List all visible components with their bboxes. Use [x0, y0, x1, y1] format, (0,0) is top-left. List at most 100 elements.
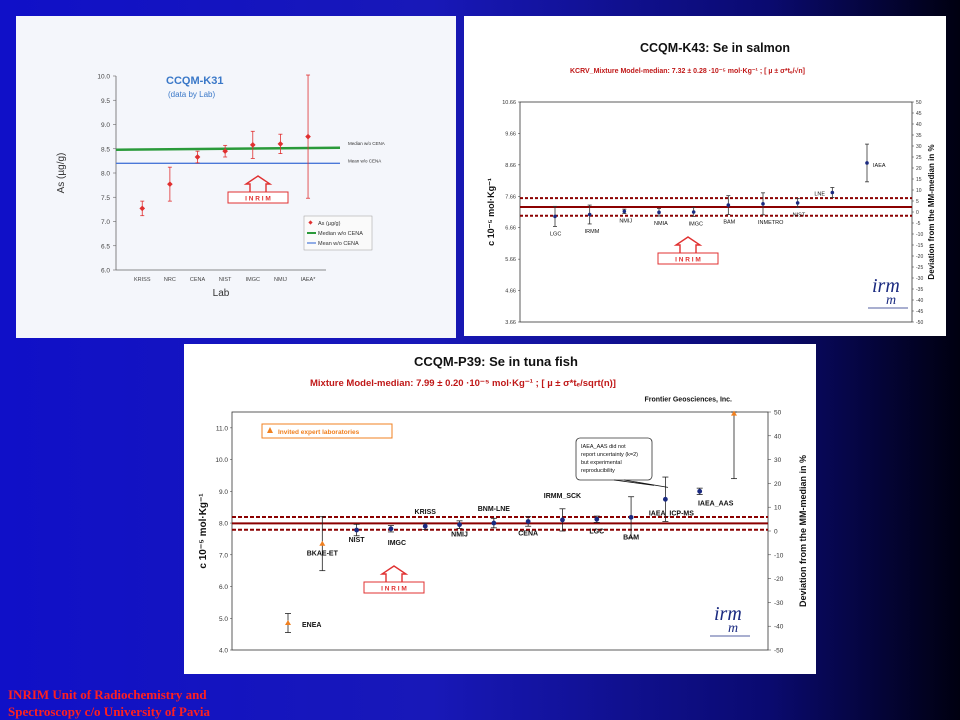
y2-tick-label: 20	[916, 166, 922, 172]
inrim-label: I N R I M	[245, 196, 271, 203]
x-tick-label: NMIJ	[274, 277, 287, 283]
y-tick-label: 8.66	[505, 163, 516, 169]
point-label: IMGC	[689, 221, 703, 227]
y2-tick-label: -5	[916, 221, 921, 227]
data-point	[594, 516, 600, 522]
y2-tick-label: 50	[774, 410, 782, 417]
chart-subtitle: KCRV_Mixture Model-median: 7.32 ± 0.28 ·…	[570, 67, 805, 75]
y-tick-label: 8.0	[219, 521, 228, 528]
legend-box	[261, 423, 393, 439]
y2-axis-label: Deviation from the MM-median in %	[927, 144, 936, 279]
data-point	[622, 209, 627, 214]
chart-ccqm-k43: CCQM-K43: Se in salmon KCRV_Mixture Model…	[486, 41, 936, 326]
y2-tick-label: -30	[774, 600, 784, 607]
point-label: LGC	[589, 528, 604, 535]
y2-tick-label: -10	[916, 232, 923, 238]
y-tick-label: 10.66	[502, 100, 516, 106]
data-point	[761, 202, 765, 206]
point-label: IRMM_SCK	[544, 493, 581, 500]
point-label: LGC	[550, 231, 561, 237]
legend-box	[303, 215, 373, 251]
y-tick-label: 8.5	[101, 146, 110, 153]
inrim-arrow-icon	[243, 175, 273, 192]
point-label: BAM	[723, 220, 735, 226]
data-point	[249, 142, 256, 148]
chart-ccqm-p39: CCQM-P39: Se in tuna fish Mixture Model-m…	[198, 354, 808, 655]
legend-label: Mean w/o CENA	[318, 241, 359, 247]
y-tick-label: 11.0	[216, 425, 229, 432]
point-label: IMGC	[388, 540, 406, 547]
point-label: ENEA	[302, 622, 321, 629]
point-label: INMETRO	[758, 220, 784, 226]
y2-tick-label: -30	[916, 276, 923, 282]
plot-area	[519, 101, 913, 323]
y-tick-label: 9.0	[101, 122, 110, 129]
x-tick-label: KRISS	[134, 277, 151, 283]
y2-tick-label: 40	[916, 122, 922, 128]
legend-marker	[308, 220, 313, 225]
data-point	[628, 514, 634, 520]
median-label: Median w/o CENA	[348, 141, 385, 146]
y-tick-label: 8.0	[101, 171, 110, 178]
chart-subtitle: (data by Lab)	[168, 90, 215, 99]
median-line	[115, 146, 341, 151]
data-point	[731, 410, 737, 416]
y-tick-label: 3.66	[505, 320, 516, 326]
inrim-arrow-icon	[379, 565, 409, 582]
y-tick-label: 5.0	[219, 616, 228, 623]
y-tick-label: 7.0	[101, 219, 110, 226]
annotation-text: report uncertainty (k=2)	[581, 452, 638, 458]
y2-tick-label: 15	[916, 177, 922, 183]
inrim-box	[657, 252, 719, 265]
data-point	[657, 210, 661, 215]
point-label: IAEA_ICP-MS	[649, 510, 694, 517]
chart-title: CCQM-K43: Se in salmon	[640, 41, 790, 55]
data-point	[457, 522, 462, 528]
y2-tick-label: 45	[916, 111, 922, 117]
y2-tick-label: -20	[774, 576, 784, 583]
data-point	[194, 154, 201, 160]
data-point	[830, 190, 835, 195]
y-tick-label: 4.0	[219, 648, 228, 655]
data-point	[305, 133, 311, 140]
point-label: NMIJ	[619, 219, 632, 225]
x-tick-label: IMGC	[246, 277, 260, 283]
y2-tick-label: 20	[774, 481, 782, 488]
y2-tick-label: 0	[916, 210, 919, 216]
y2-tick-label: 10	[774, 505, 782, 512]
y-tick-label: 6.0	[219, 584, 228, 591]
x-tick-label: NIST	[219, 277, 232, 283]
x-axis-label: Lab	[213, 288, 230, 299]
point-label: Frontier Geosciences, Inc.	[644, 397, 732, 404]
y-tick-label: 7.66	[505, 194, 516, 200]
y-axis-label: c 10⁻⁵ mol·Kg⁻¹	[486, 178, 496, 246]
annotation-pointer	[613, 479, 655, 486]
y-tick-label: 10.0	[97, 74, 110, 81]
point-label: LNE	[814, 192, 825, 198]
y2-tick-label: -40	[774, 624, 784, 631]
y2-tick-label: -35	[916, 287, 923, 293]
y2-tick-label: -40	[916, 298, 923, 304]
inrim-label: I N R I M	[675, 257, 701, 264]
mean-label: Mean w/o CENA	[348, 158, 381, 163]
data-point	[277, 141, 284, 147]
data-point	[865, 161, 869, 165]
y-tick-label: 5.66	[505, 257, 516, 263]
y2-tick-label: -20	[916, 254, 923, 260]
inrim-box	[363, 581, 425, 594]
y-tick-label: 6.66	[505, 226, 516, 232]
data-point	[697, 488, 703, 494]
chart-title: CCQM-P39: Se in tuna fish	[414, 354, 578, 369]
data-point	[662, 496, 668, 502]
y2-tick-label: 30	[916, 144, 922, 150]
irmm-logo-icon: m	[886, 293, 896, 308]
y2-tick-label: -45	[916, 309, 923, 315]
data-point	[795, 201, 800, 205]
data-point	[553, 214, 557, 219]
irmm-logo-icon: irm	[714, 603, 742, 625]
y2-tick-label: 35	[916, 133, 922, 139]
y2-tick-label: -50	[916, 320, 923, 326]
y-tick-label: 9.0	[219, 489, 228, 496]
y-axis-label: As (µg/g)	[56, 153, 67, 194]
y2-tick-label: -15	[916, 243, 923, 249]
